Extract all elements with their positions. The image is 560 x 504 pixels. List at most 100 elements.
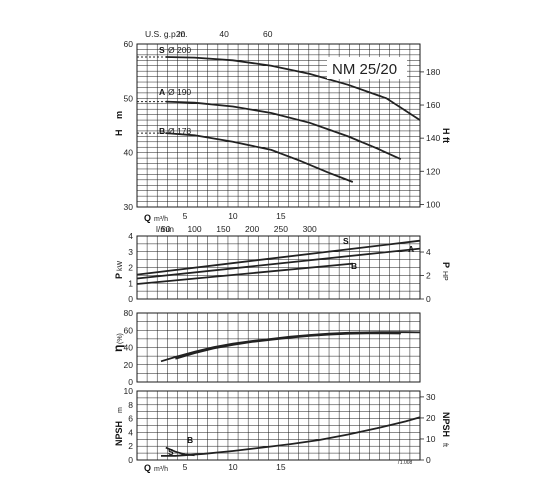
p-series-a-label: A xyxy=(408,244,414,254)
npsh-ytick-label: 4 xyxy=(128,427,133,437)
npsh-yunit-right: ft xyxy=(441,443,448,447)
h-ylabel-right: H xyxy=(441,128,451,135)
head-right-tick-label: 180 xyxy=(426,67,440,77)
npsh-series-b-label: B xyxy=(187,435,193,445)
npsh-xunit: m³/h xyxy=(154,466,168,473)
npsh-xlabel: Q xyxy=(144,463,151,473)
head-ytick-label: 50 xyxy=(124,93,134,103)
title-bg xyxy=(327,57,407,79)
efficiency-ytick-label: 0 xyxy=(128,377,133,387)
npsh-ylabel-right: NPSH xyxy=(441,412,451,437)
h-yunit: m xyxy=(114,111,124,119)
efficiency-ytick-label: 60 xyxy=(124,325,134,335)
npsh-ytick-label: 8 xyxy=(128,400,133,410)
p-series-s-label: S xyxy=(343,236,349,246)
h-xtick-label: 15 xyxy=(276,211,286,221)
power-right-tick-label: 2 xyxy=(426,271,431,281)
chart-curves xyxy=(136,56,421,457)
series-a-diameter: Ø 190 xyxy=(168,87,191,97)
power-curve-a xyxy=(136,247,421,280)
efficiency-ytick-label: 40 xyxy=(124,343,134,353)
npsh-ytick-label: 10 xyxy=(124,386,134,396)
power-ytick-label: 0 xyxy=(128,294,133,304)
series-a-name: A xyxy=(159,87,165,97)
efficiency-ytick-label: 20 xyxy=(124,360,134,370)
power-frame xyxy=(136,235,421,300)
series-s-name: S xyxy=(159,45,165,55)
p-series-b-label: B xyxy=(351,261,357,271)
eta-yunit: (%) xyxy=(117,333,124,344)
power-ytick-label: 3 xyxy=(128,247,133,257)
lmin-tick-label: 100 xyxy=(187,224,201,234)
head-right-tick-label: 140 xyxy=(426,133,440,143)
efficiency-curve-2 xyxy=(175,332,401,360)
npsh-right-tick-label: 10 xyxy=(426,434,436,444)
p-yunit-right: HP xyxy=(441,271,448,281)
power-right-tick-label: 4 xyxy=(426,247,431,257)
lmin-tick-label: 300 xyxy=(303,224,317,234)
efficiency-curve-1 xyxy=(160,331,421,363)
h-top-axis-label: U.S. g.p.m. xyxy=(145,29,188,39)
head-frame xyxy=(136,43,421,208)
npsh-right-tick-label: 0 xyxy=(426,455,431,465)
chart-tick-labels: 3040506001234020406080024681010012014016… xyxy=(124,29,441,472)
npsh-right-tick-label: 20 xyxy=(426,413,436,423)
gpm-tick-label: 60 xyxy=(263,29,273,39)
chart-footnote: 71.008 xyxy=(397,460,413,466)
power-curve-s xyxy=(136,239,421,276)
p-top-axis-label: l/min xyxy=(156,224,174,234)
h-xtick-label: 5 xyxy=(183,211,188,221)
npsh-ylabel: NPSH xyxy=(114,421,124,446)
p-yunit: kW xyxy=(117,261,124,272)
h-yunit-right: ft xyxy=(441,137,451,143)
p-ylabel: P xyxy=(114,273,124,279)
h-xlabel: Q xyxy=(144,213,151,223)
chart-grids xyxy=(137,44,420,460)
h-xtick-label: 10 xyxy=(228,211,238,221)
lmin-tick-label: 50 xyxy=(161,224,171,234)
series-b-diameter: Ø 178 xyxy=(168,126,191,136)
head-right-tick-label: 100 xyxy=(426,199,440,209)
npsh-ytick-label: 6 xyxy=(128,414,133,424)
head-ytick-label: 40 xyxy=(124,148,134,158)
npsh-xtick-label: 15 xyxy=(276,462,286,472)
head-curve-s xyxy=(165,56,421,121)
series-s-diameter: Ø 200 xyxy=(168,45,191,55)
head-right-tick-label: 160 xyxy=(426,100,440,110)
lmin-tick-label: 150 xyxy=(216,224,230,234)
lmin-tick-label: 200 xyxy=(245,224,259,234)
head-ytick-label: 30 xyxy=(124,202,134,212)
h-ylabel: H xyxy=(114,130,124,137)
npsh-xtick-label: 10 xyxy=(228,462,238,472)
gpm-tick-label: 20 xyxy=(176,29,186,39)
efficiency-ytick-label: 80 xyxy=(124,308,134,318)
eta-ylabel: η xyxy=(111,345,125,352)
h-xunit: m³/h xyxy=(154,216,168,223)
chart-frames xyxy=(136,43,424,461)
npsh-series-s-label: S xyxy=(168,447,174,457)
npsh-curve-b xyxy=(165,446,195,457)
p-ylabel-right: P xyxy=(441,262,451,268)
efficiency-frame xyxy=(136,312,421,383)
power-ytick-label: 1 xyxy=(128,278,133,288)
npsh-yunit: m xyxy=(117,407,124,413)
npsh-frame xyxy=(136,390,421,461)
power-curve-b xyxy=(136,262,353,285)
series-b-name: B xyxy=(159,126,165,136)
npsh-ytick-label: 2 xyxy=(128,441,133,451)
npsh-curve-s xyxy=(161,416,421,457)
chart-title: NM 25/20 xyxy=(332,61,397,78)
head-right-tick-label: 120 xyxy=(426,166,440,176)
lmin-tick-label: 250 xyxy=(274,224,288,234)
power-ytick-label: 4 xyxy=(128,231,133,241)
head-ytick-label: 60 xyxy=(124,39,134,49)
npsh-right-tick-label: 30 xyxy=(426,392,436,402)
power-right-tick-label: 0 xyxy=(426,294,431,304)
power-ytick-label: 2 xyxy=(128,263,133,273)
head-curve-b xyxy=(165,132,354,183)
npsh-xtick-label: 5 xyxy=(183,462,188,472)
head-curve-a xyxy=(165,100,402,161)
gpm-tick-label: 40 xyxy=(219,29,229,39)
npsh-ytick-label: 0 xyxy=(128,455,133,465)
